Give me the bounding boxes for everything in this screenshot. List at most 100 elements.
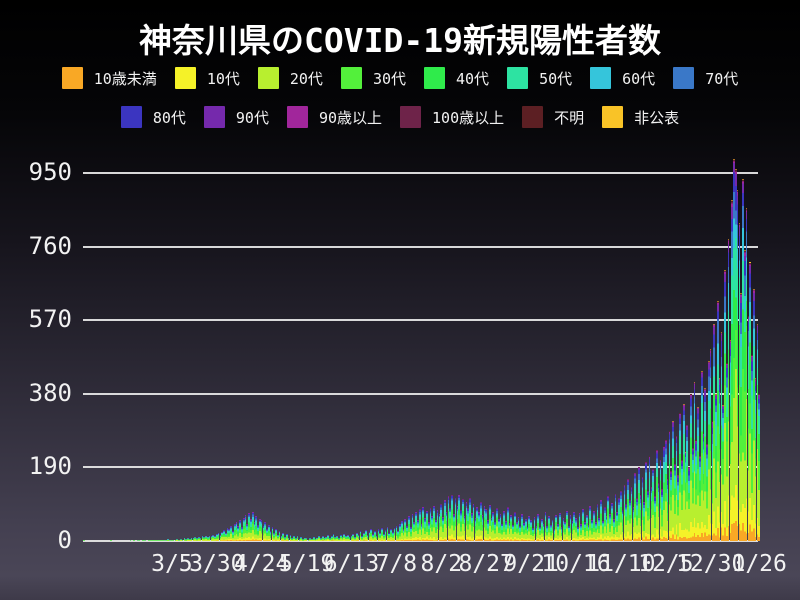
bar-day-213	[465, 502, 468, 541]
bar-day-135	[325, 537, 328, 541]
bar-day-327	[670, 471, 672, 541]
legend-swatch-icon	[507, 67, 529, 89]
bar-day-148	[348, 537, 351, 541]
bar-day-218	[474, 517, 477, 541]
bar-day-355	[720, 331, 723, 541]
bar-day-102	[266, 529, 268, 541]
bar-day-342	[697, 407, 699, 541]
bar-day-156	[363, 533, 365, 541]
bar-day-118	[294, 538, 297, 541]
legend-item-1: 10代	[174, 67, 240, 89]
bar-day-219	[476, 506, 478, 541]
legend-item-4: 40代	[424, 67, 489, 89]
bar-day-324	[664, 440, 667, 541]
y-tick-950: 950	[28, 157, 72, 186]
bar-day-107	[275, 529, 277, 541]
bar-day-153	[357, 535, 360, 541]
bar-day-325	[666, 479, 669, 541]
bar-day-373	[752, 289, 755, 541]
bar-day-115	[289, 535, 292, 541]
bar-day-354	[718, 378, 721, 541]
bar-day-376	[758, 393, 760, 541]
bar-day-193	[429, 508, 432, 541]
bar-day-360	[729, 339, 732, 541]
bar-day-298	[618, 498, 620, 541]
y-tick-380: 380	[28, 378, 72, 407]
x-tick-12-30: 12/30	[676, 551, 746, 577]
bar-day-165	[379, 532, 382, 541]
bar-day-288	[600, 500, 602, 541]
x-tick-7-8: 7/8	[375, 551, 418, 577]
bar-day-367	[742, 178, 744, 541]
bar-day-239	[512, 524, 514, 541]
bar-day-60	[190, 537, 193, 541]
bar-day-370	[747, 316, 750, 541]
bar-day-277	[580, 523, 583, 541]
bar-day-224	[485, 509, 487, 541]
bar-day-341	[695, 440, 698, 541]
bar-day-67	[203, 537, 206, 541]
bar-day-64	[197, 536, 200, 541]
bar-day-275	[576, 527, 579, 541]
bar-day-143	[339, 534, 342, 541]
bar-day-83	[232, 530, 234, 541]
bar-day-119	[296, 536, 299, 541]
bar-day-167	[382, 534, 385, 541]
bar-day-172	[391, 531, 394, 541]
bar-day-358	[725, 362, 728, 541]
bar-day-344	[700, 370, 703, 541]
bar-day-264	[557, 524, 559, 541]
bar-day-182	[409, 527, 412, 541]
y-tick-190: 190	[28, 452, 72, 481]
bar-day-293	[609, 513, 611, 541]
bar-day-254	[539, 527, 541, 541]
bar-day-333	[681, 459, 683, 541]
bar-day-308	[636, 498, 638, 541]
bar-day-152	[355, 532, 358, 541]
legend-swatch-icon	[174, 67, 196, 89]
bar-day-312	[643, 502, 646, 541]
bar-day-185	[415, 511, 417, 541]
bar-day-50	[172, 539, 175, 541]
bar-day-138	[330, 536, 333, 541]
legend-item-0: 10歳未満	[61, 67, 157, 89]
bar-day-75	[217, 533, 220, 541]
bar-day-174	[395, 526, 398, 541]
legend-swatch-icon	[257, 67, 279, 89]
x-tick-9-21: 9/21	[503, 551, 559, 577]
bar-day-91	[246, 523, 249, 541]
bar-day-192	[427, 521, 430, 541]
bar-day-116	[291, 537, 294, 541]
bar-day-61	[192, 538, 195, 541]
bar-day-320	[657, 482, 660, 541]
bar-day-140	[334, 537, 337, 541]
bar-day-216	[470, 513, 473, 541]
bar-day-290	[603, 506, 606, 541]
bar-day-85	[235, 522, 238, 541]
bar-day-133	[321, 535, 324, 541]
bar-day-65	[199, 537, 202, 541]
legend-label: 30代	[372, 69, 406, 88]
bar-day-240	[514, 512, 516, 541]
bar-day-51	[174, 539, 177, 541]
bar-day-154	[359, 531, 362, 541]
bar-day-316	[650, 486, 653, 541]
bar-day-15	[109, 540, 112, 541]
bar-day-315	[648, 455, 651, 541]
bar-day-329	[673, 463, 676, 541]
bar-day-70	[208, 535, 211, 541]
bar-day-86	[237, 525, 240, 541]
legend-label: 40代	[456, 69, 490, 88]
bar-day-241	[515, 521, 518, 541]
bar-day-169	[386, 527, 389, 541]
bar-day-369	[745, 207, 748, 541]
bar-day-195	[433, 506, 435, 541]
bar-day-259	[548, 516, 550, 541]
bar-day-59	[188, 538, 191, 541]
x-tick-8-2: 8/2	[420, 551, 463, 577]
bar-day-350	[711, 420, 714, 541]
gridline-190	[83, 466, 758, 469]
bar-day-249	[530, 520, 532, 541]
legend-label: 非公表	[634, 108, 680, 127]
legend-item-6: 60代	[590, 67, 655, 89]
